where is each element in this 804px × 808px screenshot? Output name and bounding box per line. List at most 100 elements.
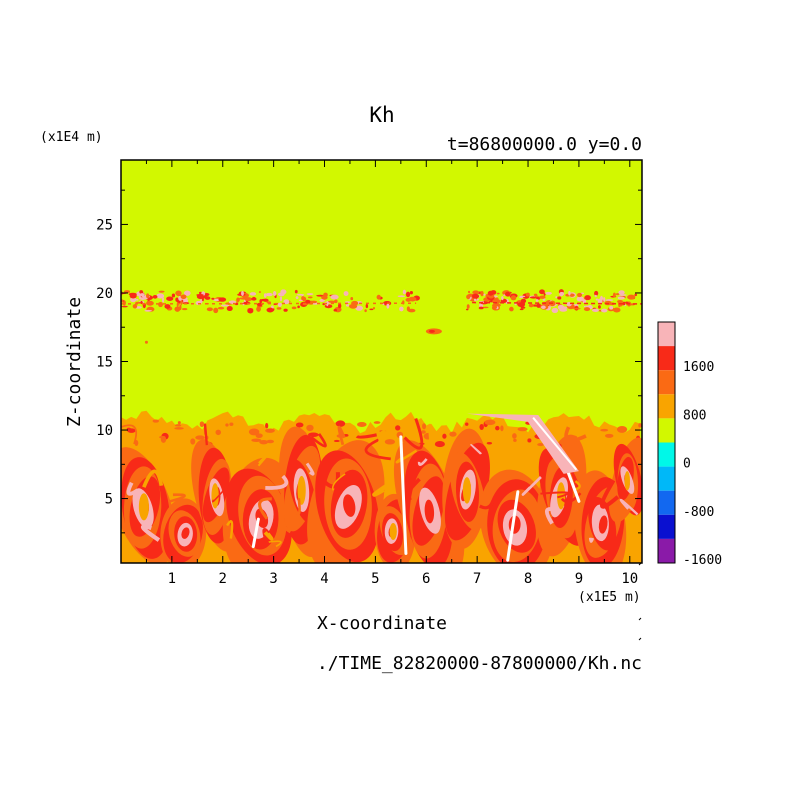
chart-title: Kh — [369, 103, 394, 127]
fringe-speckle — [500, 425, 504, 432]
fringe-speckle — [152, 419, 160, 423]
fringe-speckle — [127, 428, 136, 433]
fringe-speckle — [265, 422, 269, 429]
band-speckle — [324, 304, 333, 309]
colorbar-swatch — [658, 442, 675, 467]
band-speckle — [294, 289, 298, 294]
band-speckle — [158, 290, 165, 293]
band-speckle — [407, 308, 416, 313]
swirl-stroke — [372, 483, 389, 497]
band-speckle — [345, 304, 350, 307]
swirl-stroke — [121, 424, 138, 445]
band-speckle — [466, 304, 470, 309]
band-speckle — [583, 305, 591, 308]
band-speckle — [249, 292, 257, 296]
band-speckle — [183, 290, 191, 296]
fringe-speckle — [174, 427, 184, 430]
band-speckle — [236, 297, 240, 303]
band-speckle — [612, 292, 616, 298]
band-speckle — [519, 308, 524, 311]
colorbar-label: 1600 — [683, 360, 714, 375]
eddy-core — [624, 471, 630, 491]
chart-subtitle: t=86800000.0 y=0.0 — [447, 134, 642, 155]
band-speckle — [218, 297, 227, 302]
band-speckle — [217, 306, 225, 310]
swirl-stroke — [478, 500, 495, 510]
band-speckle — [262, 298, 269, 302]
band-speckle — [622, 301, 626, 306]
fringe-speckle — [434, 441, 445, 448]
swirl-stroke — [164, 472, 173, 488]
band-speckle — [519, 295, 526, 298]
band-speckle — [408, 296, 417, 302]
band-speckle — [305, 299, 311, 304]
fringe-speckle — [537, 443, 544, 447]
fringe-speckle — [307, 432, 319, 437]
band-speckle — [333, 308, 338, 312]
band-speckle — [166, 296, 174, 301]
band-speckle — [291, 306, 297, 310]
band-speckle — [174, 306, 181, 312]
swirl-stroke — [337, 426, 346, 446]
band-speckle — [473, 298, 477, 301]
y-axis-label: Z-coordinate — [64, 297, 85, 427]
band-speckle — [140, 293, 145, 297]
swirl-stroke — [140, 524, 161, 542]
fringe-speckle — [517, 427, 528, 432]
swirl-stroke — [258, 497, 272, 520]
colorbar-swatch — [658, 322, 675, 347]
fringe-speckle — [465, 422, 469, 426]
band-speckle — [175, 297, 179, 302]
band-speckle — [557, 296, 562, 300]
band-speckle — [540, 305, 546, 309]
fringe-speckle — [600, 428, 609, 432]
band-speckle — [584, 295, 591, 301]
swirl-stroke — [376, 429, 387, 445]
band-speckle — [146, 293, 150, 299]
band-speckle — [211, 297, 215, 300]
y-tick-label: 25 — [96, 217, 113, 233]
band-speckle — [399, 306, 404, 312]
band-speckle — [158, 301, 164, 308]
band-speckle — [467, 290, 471, 294]
band-speckle — [152, 294, 158, 299]
swirl-stroke — [266, 540, 282, 548]
fringe-speckle — [225, 423, 229, 427]
band-speckle — [605, 299, 614, 302]
colorbar-swatch — [658, 346, 675, 371]
swirl-stroke — [320, 472, 340, 489]
band-speckle — [376, 294, 381, 300]
fringe-speckle — [616, 425, 628, 433]
fringe-speckle — [177, 421, 181, 425]
band-speckle — [247, 308, 254, 314]
x-tick-label: 4 — [320, 571, 328, 587]
band-speckle — [364, 309, 367, 313]
swirl-stroke — [142, 469, 164, 488]
fringe-speckle — [357, 422, 367, 427]
eddy-ring — [598, 515, 608, 534]
fringe-speckle — [373, 421, 381, 424]
colorbar-swatch — [658, 514, 675, 539]
band-speckle — [301, 296, 305, 301]
band-speckle — [568, 290, 571, 296]
x-tick-label: 5 — [371, 571, 379, 587]
band-speckle — [583, 307, 591, 312]
mid-dot — [144, 340, 148, 344]
band-speckle — [295, 296, 299, 300]
band-speckle — [528, 303, 534, 308]
y-tick-label: 10 — [96, 423, 113, 439]
swirl-stroke — [544, 507, 560, 525]
x-tick-label: 1 — [168, 571, 176, 587]
fringe-speckle — [384, 439, 396, 445]
band-speckle — [365, 304, 369, 309]
band-speckle — [121, 305, 128, 308]
swirl-stroke — [265, 474, 289, 490]
band-speckle — [483, 293, 486, 296]
band-speckle — [319, 298, 325, 303]
colorbar-swatch — [658, 538, 675, 563]
band-speckle — [478, 306, 484, 310]
swirl-stroke — [305, 462, 315, 476]
band-speckle — [559, 291, 564, 297]
fringe-speckle — [638, 423, 642, 428]
band-speckle — [545, 291, 552, 295]
